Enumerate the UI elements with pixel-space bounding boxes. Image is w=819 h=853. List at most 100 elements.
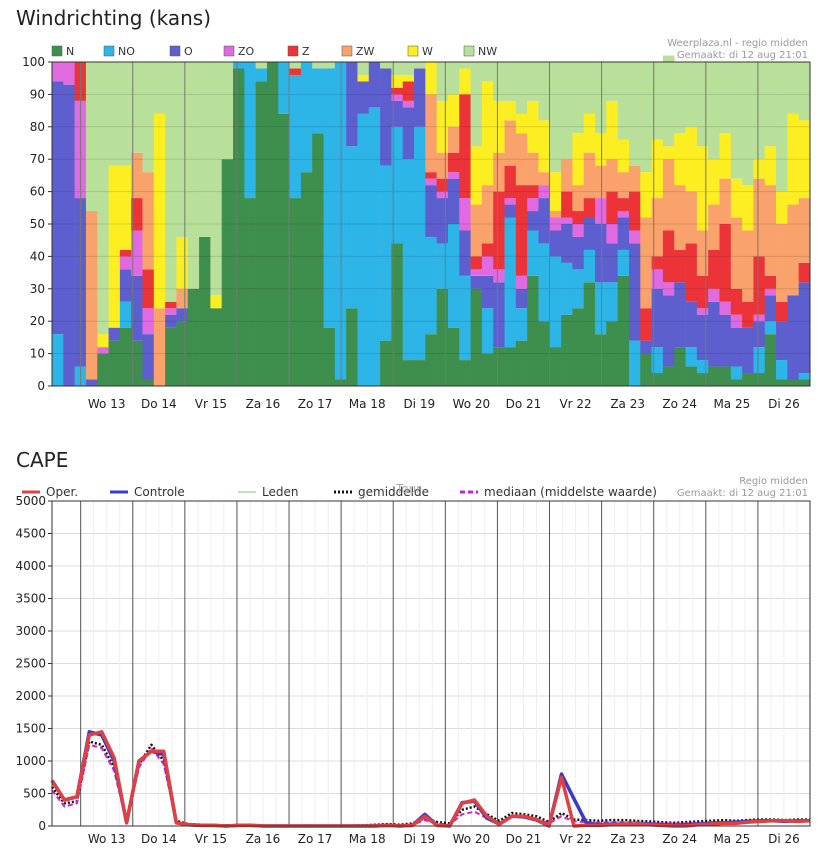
- bar-segment: [583, 249, 596, 283]
- bar-segment: [165, 327, 177, 386]
- bar-segment: [131, 340, 143, 386]
- bar-segment: [561, 224, 573, 263]
- series-line-oper: [50, 730, 811, 828]
- bar-segment: [504, 347, 517, 386]
- bar-segment: [628, 230, 641, 244]
- bar-segment: [391, 100, 404, 127]
- legend-label-zw: ZW: [356, 45, 375, 58]
- bar-segment: [764, 288, 777, 296]
- bar-segment: [255, 81, 268, 386]
- bar-segment: [131, 230, 143, 276]
- x-tick-label: Di 19: [403, 397, 435, 411]
- legend-label: Leden: [262, 485, 298, 499]
- bar-segment: [753, 347, 766, 374]
- bar-segment: [447, 152, 460, 173]
- bar-segment: [606, 321, 618, 386]
- bar-segment: [493, 282, 505, 348]
- bar-segment: [447, 126, 460, 153]
- bar-segment: [572, 133, 585, 186]
- bar-segment: [515, 185, 528, 276]
- bar-segment: [708, 204, 720, 250]
- bar-segment: [617, 172, 630, 199]
- bar-segment: [493, 152, 505, 192]
- y-tick-label: 500: [23, 787, 46, 801]
- chart-created: Gemaakt: di 12 aug 21:01: [677, 488, 808, 499]
- bar-segment: [402, 159, 415, 361]
- bar-segment: [583, 62, 596, 114]
- y-tick-label: 90: [30, 87, 45, 101]
- bar-segment: [730, 62, 743, 179]
- bar-segment: [617, 249, 630, 276]
- bar-segment: [572, 308, 585, 386]
- bar-segment: [312, 62, 324, 69]
- bar-segment: [176, 288, 189, 309]
- x-tick-label: Zo 24: [662, 832, 697, 846]
- bar-segment: [719, 133, 732, 179]
- bar-segment: [538, 243, 551, 322]
- x-tick-label: Wo 20: [453, 397, 491, 411]
- chart-source: Weerplaza.nl - regio midden: [667, 38, 808, 49]
- bar-segment: [753, 62, 766, 160]
- y-tick-label: 0: [38, 819, 46, 833]
- bar-segment: [787, 379, 799, 386]
- bar-segment: [153, 308, 166, 386]
- bar-segment: [131, 198, 143, 231]
- bar-segment: [595, 334, 607, 386]
- bar-segment: [97, 334, 109, 348]
- bar-segment: [165, 62, 177, 302]
- bar-segment: [719, 314, 732, 367]
- bar-segment: [459, 94, 471, 199]
- bar-segment: [527, 185, 539, 199]
- bar-segment: [470, 256, 483, 270]
- bar-segment: [119, 165, 132, 250]
- bar-segment: [515, 113, 528, 134]
- bar-segment: [606, 243, 618, 283]
- bar-segment: [742, 373, 754, 386]
- bar-segment: [527, 211, 539, 231]
- bar-segment: [391, 62, 404, 75]
- x-tick-label: Do 21: [506, 832, 542, 846]
- bar-segment: [583, 282, 596, 386]
- legend-swatch-zw: [341, 45, 353, 57]
- y-tick-label: 2000: [15, 689, 46, 703]
- y-tick-label: 80: [30, 120, 45, 134]
- bar-segment: [515, 275, 528, 289]
- bar-segment: [685, 366, 698, 386]
- bar-segment: [538, 62, 551, 121]
- bar-segment: [730, 217, 743, 289]
- legend-label-n: N: [66, 45, 74, 58]
- bar-segment: [402, 360, 415, 386]
- y-tick-label: 3000: [15, 624, 46, 638]
- bar-segment: [628, 165, 641, 192]
- bar-segment: [662, 230, 675, 283]
- bar-segment: [787, 295, 799, 380]
- bar-segment: [798, 62, 811, 121]
- legend-swatch-zo: [223, 45, 235, 57]
- bar-segment: [153, 113, 166, 309]
- bar-segment: [696, 146, 709, 231]
- bar-segment: [85, 211, 98, 380]
- bar-segment: [561, 159, 573, 192]
- legend-label: mediaan (middelste waarde): [484, 485, 657, 499]
- bar-segment: [730, 327, 743, 367]
- x-tick-label: Wo 13: [88, 832, 126, 846]
- y-tick-label: 3500: [15, 592, 46, 606]
- bar-segment: [674, 62, 686, 134]
- bar-segment: [52, 334, 64, 386]
- bar-segment: [776, 224, 788, 302]
- bar-segment: [549, 230, 562, 257]
- bar-segment: [391, 87, 404, 95]
- bar-segment: [368, 62, 381, 108]
- bar-segment: [402, 107, 415, 160]
- bar-segment: [199, 62, 211, 237]
- bar-segment: [696, 230, 709, 276]
- x-tick-label: Ma 25: [713, 832, 750, 846]
- bar-segment: [606, 191, 618, 224]
- bar-segment: [798, 262, 811, 283]
- bar-segment: [595, 133, 607, 166]
- bar-segment: [696, 314, 709, 361]
- bar-segment: [481, 353, 494, 386]
- bar-segment: [764, 146, 777, 186]
- bar-segment: [572, 211, 585, 224]
